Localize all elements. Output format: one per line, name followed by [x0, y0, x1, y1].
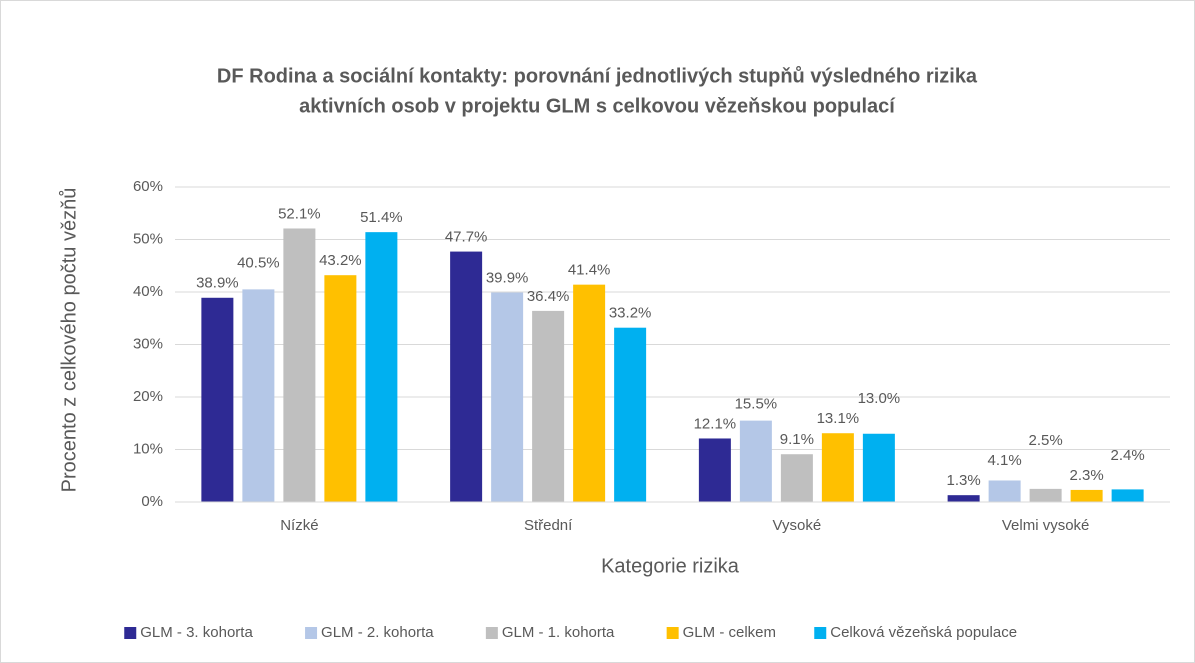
y-tick-label: 50% [133, 230, 163, 247]
y-tick-label: 20% [133, 388, 163, 405]
chart-title: DF Rodina a sociální kontakty: porovnání… [217, 65, 978, 87]
x-tick-label: Velmi vysoké [1002, 517, 1090, 534]
y-axis-title: Procento z celkového počtu vězňů [58, 188, 80, 493]
data-label: 2.4% [1111, 447, 1145, 464]
data-label: 33.2% [609, 305, 652, 322]
legend-label: GLM - celkem [683, 624, 776, 641]
bar [780, 454, 813, 502]
bar [573, 284, 606, 502]
bar [1029, 488, 1062, 502]
legend-label: Celková vězeňská populace [830, 624, 1017, 641]
x-tick-label: Vysoké [773, 517, 822, 534]
legend-label: GLM - 1. kohorta [502, 624, 615, 641]
bar [365, 232, 398, 502]
data-label: 2.5% [1029, 432, 1063, 449]
y-tick-label: 10% [133, 440, 163, 457]
data-label: 47.7% [445, 229, 488, 246]
legend-swatch [814, 627, 827, 639]
data-label: 13.1% [817, 410, 860, 427]
bar [947, 495, 980, 502]
bar [532, 310, 565, 502]
data-label: 1.3% [947, 472, 981, 489]
bar [491, 292, 524, 502]
chart-title: aktivních osob v projektu GLM s celkovou… [299, 95, 896, 117]
data-label: 13.0% [858, 390, 901, 407]
bar [739, 420, 772, 502]
bar [242, 289, 275, 502]
legend-swatch [666, 627, 679, 639]
bar [324, 275, 357, 502]
legend-swatch [124, 627, 137, 639]
data-label: 4.1% [988, 452, 1022, 469]
bar [821, 433, 854, 502]
data-label: 38.9% [196, 275, 239, 292]
x-tick-label: Střední [524, 517, 573, 534]
legend-swatch [305, 627, 318, 639]
bar [1070, 489, 1103, 502]
data-label: 41.4% [568, 262, 611, 279]
bar [862, 433, 895, 502]
bar [283, 228, 316, 502]
data-label: 39.9% [486, 269, 529, 286]
legend-label: GLM - 3. kohorta [140, 624, 253, 641]
y-tick-label: 0% [141, 493, 163, 510]
data-label: 36.4% [527, 288, 570, 305]
x-tick-label: Nízké [280, 517, 318, 534]
x-axis-title: Kategorie rizika [601, 555, 740, 577]
data-label: 52.1% [278, 205, 321, 222]
data-label: 40.5% [237, 255, 280, 272]
bar [201, 297, 234, 502]
data-label: 43.2% [319, 252, 362, 269]
bar [614, 327, 647, 502]
bar [450, 251, 483, 502]
data-label: 2.3% [1070, 467, 1104, 484]
y-tick-label: 30% [133, 335, 163, 352]
data-label: 12.1% [694, 415, 737, 432]
bar [1111, 489, 1144, 502]
data-label: 15.5% [735, 395, 778, 412]
legend-label: GLM - 2. kohorta [321, 624, 434, 641]
y-tick-label: 60% [133, 178, 163, 195]
legend-swatch [485, 627, 498, 639]
bar [988, 480, 1021, 502]
bar [698, 438, 731, 502]
y-tick-label: 40% [133, 283, 163, 300]
data-label: 51.4% [360, 209, 403, 226]
data-label: 9.1% [780, 431, 814, 448]
